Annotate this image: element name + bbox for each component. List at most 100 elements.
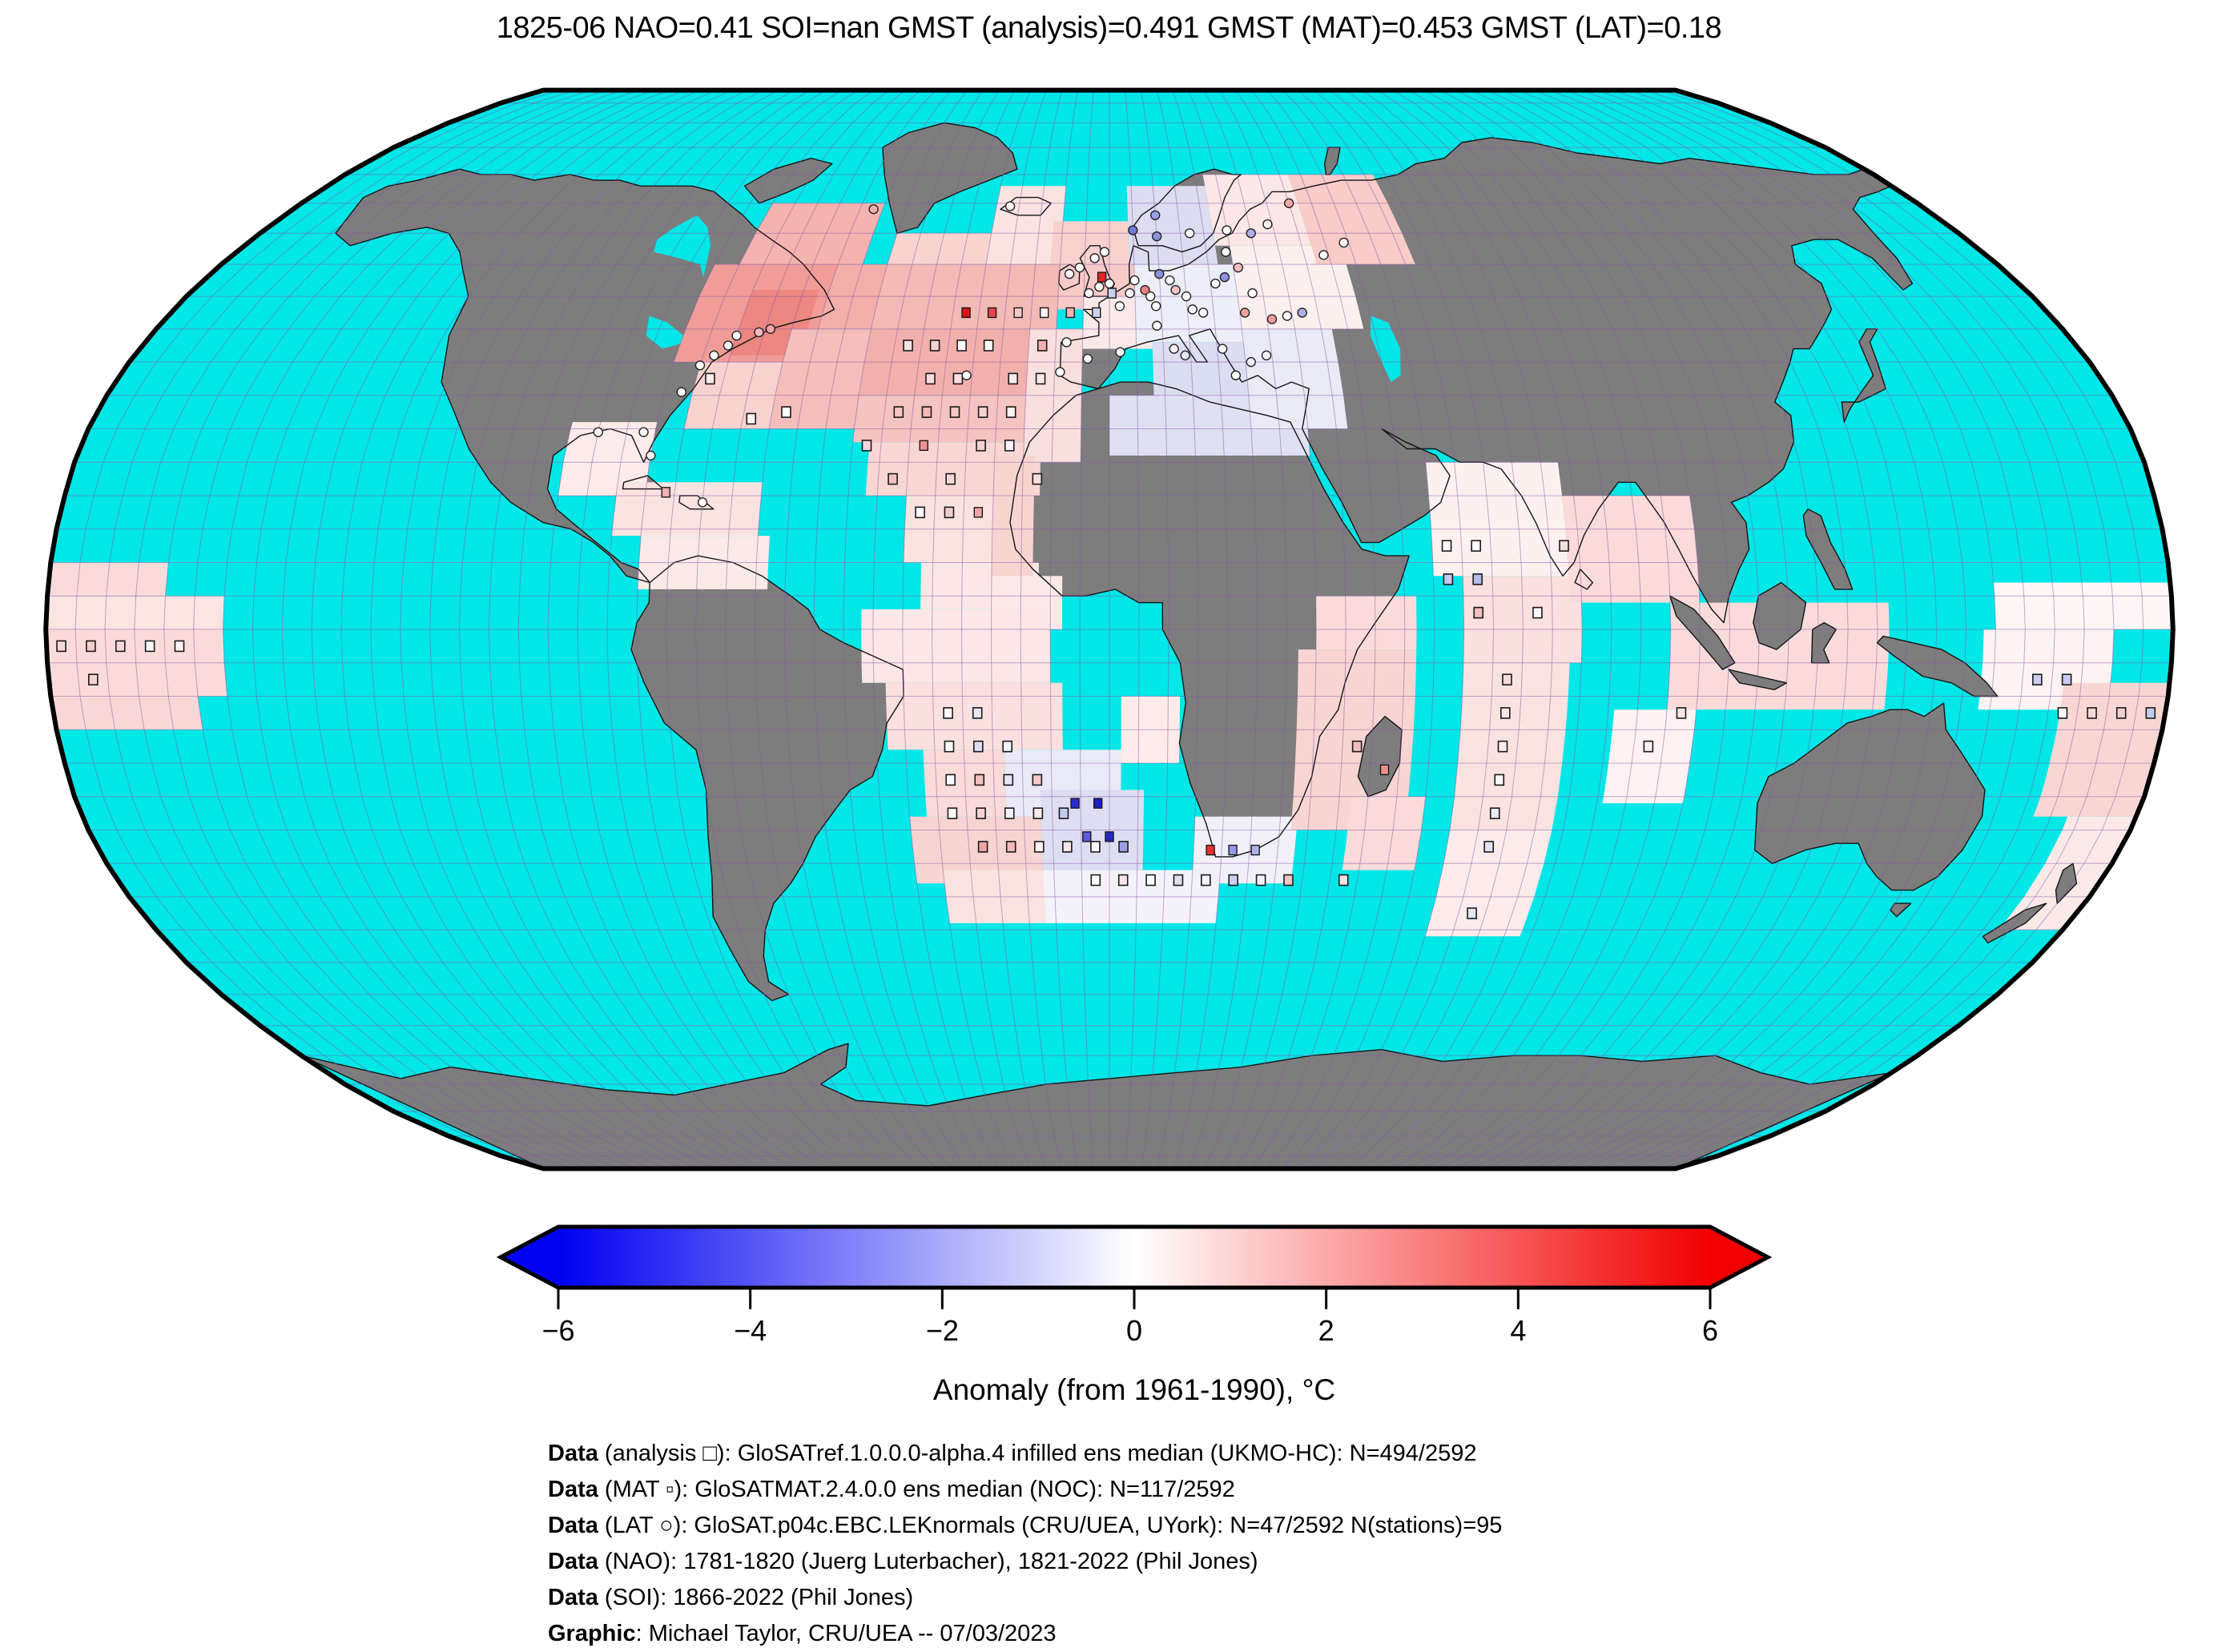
lat-station-marker — [1145, 291, 1156, 302]
landmass — [1890, 903, 1911, 917]
analysis-cell-marker — [1090, 841, 1101, 853]
analysis-cell-marker — [893, 406, 904, 418]
analysis-cell-marker — [921, 406, 932, 418]
meridian-line — [666, 90, 874, 1169]
lat-station-marker — [1230, 370, 1241, 380]
anomaly-cell — [1287, 174, 1415, 265]
meridian-line — [1298, 90, 1465, 1169]
meridian-line — [1407, 90, 1672, 1169]
mat-cell-marker — [1013, 307, 1023, 319]
analysis-cell-marker — [2061, 673, 2072, 685]
anomaly-cell — [1242, 328, 1348, 429]
analysis-cell-marker — [1497, 740, 1508, 753]
meridian-line — [1486, 90, 1819, 1169]
analysis-cell-marker — [1005, 406, 1016, 418]
meridian-line — [370, 90, 717, 1169]
analysis-cell-marker — [1033, 807, 1044, 819]
mat-cell-marker — [1097, 271, 1107, 283]
anomaly-cell — [1449, 662, 1570, 830]
analysis-cell-marker — [945, 774, 956, 786]
colorbar-tick-label: 4 — [1510, 1314, 1526, 1347]
anomaly-cell — [1230, 245, 1364, 329]
lat-station-marker — [1282, 311, 1293, 321]
colorbar-tick-label: −2 — [926, 1314, 959, 1347]
analysis-cell-marker — [705, 372, 715, 385]
meridian-line — [488, 90, 780, 1169]
lat-station-marker — [1099, 247, 1110, 257]
coastline — [882, 122, 1018, 234]
coastline — [300, 1043, 1892, 1170]
meridian-line — [577, 90, 827, 1169]
lat-station-marker — [1219, 271, 1230, 283]
analysis-cell-marker — [1559, 540, 1569, 552]
landmass — [1877, 636, 1998, 697]
meridian-line — [843, 90, 968, 1169]
meridian-line — [1392, 90, 1642, 1169]
lat-station-marker — [1170, 284, 1181, 295]
meridian-line — [1313, 90, 1495, 1169]
analysis-cell-marker — [1058, 807, 1069, 819]
lat-station-marker — [765, 324, 776, 335]
meridian-line — [1659, 90, 2144, 1169]
anomaly-cell — [1191, 816, 1298, 884]
analysis-cell-marker — [949, 406, 960, 418]
lat-station-marker — [1169, 344, 1179, 354]
lat-station-marker — [731, 330, 742, 341]
analysis-cell-marker — [977, 406, 988, 418]
analysis-cell-marker — [925, 372, 936, 385]
analysis-cell-marker — [1173, 874, 1184, 886]
lat-station-marker — [1104, 278, 1115, 289]
lat-station-marker — [1152, 320, 1162, 331]
anomaly-cell — [611, 482, 763, 537]
lat-station-marker — [1154, 268, 1165, 279]
lat-station-marker — [961, 370, 972, 380]
analysis-cell-marker — [1472, 573, 1483, 585]
landmass — [2055, 863, 2077, 904]
analysis-cell-marker — [144, 640, 155, 653]
analysis-cell-marker — [1005, 841, 1016, 853]
mat-cell-marker — [1107, 287, 1117, 299]
lat-station-marker — [593, 427, 603, 437]
analysis-cell-marker — [781, 406, 791, 418]
anomaly-cell — [992, 455, 1035, 577]
anomaly-cell — [887, 233, 992, 265]
analysis-cell-marker — [1473, 606, 1484, 619]
landmass — [301, 1043, 1891, 1169]
analysis-cell-marker — [1471, 540, 1481, 552]
lat-station-marker — [1128, 225, 1138, 235]
meridian-line — [1549, 90, 1938, 1169]
lat-station-marker — [1184, 228, 1195, 239]
meridian-line — [429, 90, 748, 1169]
analysis-cell-marker — [1035, 372, 1046, 385]
meridian-line — [872, 90, 984, 1169]
analysis-cell-marker — [1201, 874, 1211, 886]
inland-water-body — [1370, 316, 1401, 383]
meridian-line — [1423, 90, 1701, 1169]
colorbar-left-arrow — [501, 1227, 558, 1288]
analysis-cell-marker — [746, 412, 757, 425]
meridian-line — [1360, 90, 1583, 1169]
credit-line-graphic: Graphic: Michael Taylor, CRU/UEA -- 07/0… — [548, 1621, 1057, 1646]
lat-station-marker — [694, 360, 706, 371]
meridian-line — [400, 90, 733, 1169]
meridian-line — [104, 90, 575, 1169]
analysis-cell-marker — [915, 506, 925, 519]
lat-station-marker — [1261, 350, 1272, 361]
mat-cell-marker — [1105, 831, 1114, 842]
meridian-line — [1628, 90, 2085, 1169]
coastline — [1841, 328, 1886, 423]
analysis-cell-marker — [88, 673, 99, 685]
lat-station-marker — [709, 350, 719, 361]
coastline — [1574, 569, 1593, 590]
anomaly-cell — [861, 609, 1051, 683]
meridian-line — [990, 90, 1047, 1169]
meridian-line — [1234, 90, 1346, 1169]
analysis-cell-marker — [903, 340, 913, 352]
lat-station-marker — [1247, 287, 1258, 299]
lat-station-marker — [1338, 237, 1349, 248]
meridian-line — [1345, 90, 1553, 1169]
analysis-cell-marker — [972, 707, 983, 719]
analysis-cell-marker — [944, 506, 955, 519]
mat-cell-marker — [1093, 798, 1103, 809]
